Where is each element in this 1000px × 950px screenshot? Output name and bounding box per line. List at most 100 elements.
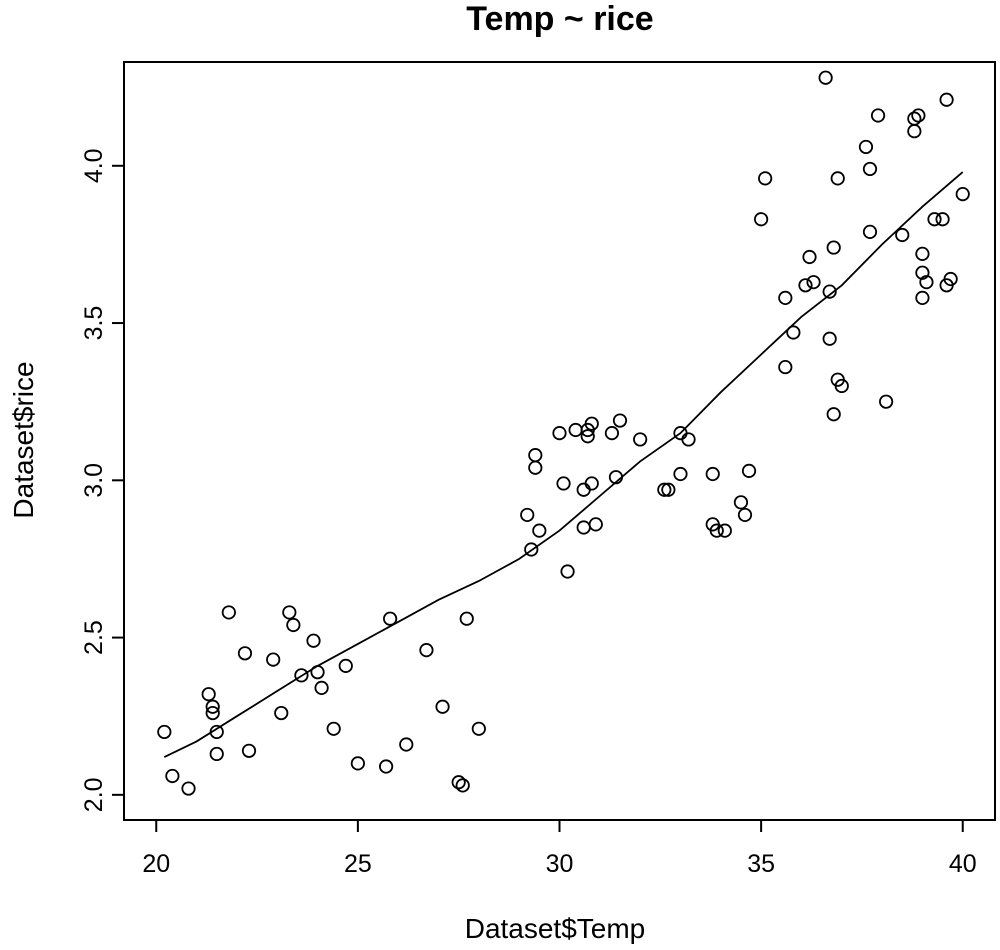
scatter-point xyxy=(326,721,341,736)
y-tick-label: 2.5 xyxy=(80,620,108,655)
x-tick-label: 20 xyxy=(142,850,170,878)
y-tick-label: 3.5 xyxy=(80,306,108,341)
scatter-point xyxy=(907,111,922,126)
x-tick-label: 40 xyxy=(949,850,977,878)
scatter-point xyxy=(201,687,216,702)
y-axis-title: Dataset$rice xyxy=(8,361,39,518)
scatter-point xyxy=(612,413,628,428)
scatter-point xyxy=(818,70,833,85)
x-axis-title: Dataset$Temp xyxy=(465,913,646,944)
scatter-point xyxy=(306,633,321,648)
scatter-point xyxy=(798,278,813,293)
scatter-point xyxy=(919,275,934,290)
scatter-point xyxy=(435,699,450,714)
scatter-point xyxy=(524,542,539,557)
scatter-point xyxy=(895,227,910,243)
scatter-point xyxy=(862,224,878,239)
scatter-point xyxy=(568,422,583,438)
scatter-point xyxy=(733,495,749,510)
scatter-point xyxy=(673,466,688,482)
scatter-point xyxy=(314,680,329,696)
scatter-points-layer xyxy=(157,70,970,796)
scatter-point xyxy=(915,246,930,261)
scatter-point xyxy=(286,617,301,633)
scatter-point xyxy=(383,611,398,626)
scatter-point xyxy=(633,432,648,447)
scatter-point xyxy=(705,466,720,482)
scatter-point xyxy=(528,448,543,463)
scatter-point xyxy=(826,240,841,255)
scatter-point xyxy=(826,407,841,422)
scatter-point xyxy=(221,605,236,620)
x-tick-label: 30 xyxy=(546,850,574,878)
scatter-point xyxy=(741,463,757,478)
scatter-point xyxy=(205,705,220,721)
scatter-point xyxy=(862,161,878,177)
scatter-point xyxy=(778,290,793,305)
scatter-point xyxy=(294,668,309,683)
scatter-point xyxy=(758,171,773,186)
scatter-point xyxy=(520,507,535,523)
scatter-point xyxy=(604,426,620,441)
scatter-point xyxy=(806,275,821,290)
scatter-point xyxy=(681,432,696,447)
scatter-point xyxy=(556,476,571,491)
scatter-point xyxy=(532,523,547,538)
scatter-point xyxy=(778,359,793,375)
scatter-point xyxy=(338,658,353,673)
scatter-point xyxy=(915,265,930,280)
scatter-point xyxy=(927,212,942,227)
scatter-point xyxy=(451,775,466,790)
scatter-point xyxy=(939,92,954,107)
y-tick-label: 3.0 xyxy=(80,463,108,498)
scatter-point xyxy=(802,249,817,265)
scatter-point xyxy=(943,271,958,287)
scatter-point xyxy=(205,699,220,714)
scatter-point xyxy=(274,705,289,721)
scatter-point xyxy=(528,460,543,475)
smooth-line-layer xyxy=(163,171,964,758)
scatter-point xyxy=(455,778,470,793)
scatter-point xyxy=(266,652,281,667)
smooth-trend-line xyxy=(163,171,964,758)
scatter-point xyxy=(754,212,769,227)
scatter-point xyxy=(709,523,724,538)
scatter-point xyxy=(588,517,603,532)
x-tick-label: 35 xyxy=(747,850,775,878)
scatter-point xyxy=(737,507,753,523)
scatter-point xyxy=(399,737,414,752)
scatter-point xyxy=(237,646,253,661)
chart-title: Temp ~ rice xyxy=(466,0,653,38)
scatter-point xyxy=(241,743,257,758)
scatter-point xyxy=(717,523,732,538)
scatter-point xyxy=(911,108,926,123)
plot-frame xyxy=(123,61,996,821)
scatter-point xyxy=(657,482,672,497)
y-tick-label: 4.0 xyxy=(80,148,108,183)
scatter-point xyxy=(822,284,837,299)
y-tick-label: 2.0 xyxy=(80,777,108,812)
scatter-point xyxy=(560,564,575,579)
scatter-point xyxy=(858,139,874,155)
scatter-point xyxy=(209,746,224,762)
scatter-point xyxy=(419,643,434,658)
scatter-point xyxy=(181,781,196,796)
scatter-point xyxy=(576,520,591,535)
scatter-point xyxy=(209,724,224,740)
scatter-point xyxy=(907,124,922,139)
scatter-point xyxy=(661,482,676,497)
scatter-point xyxy=(471,721,486,736)
scatter-point xyxy=(584,416,599,431)
scatter-point xyxy=(935,212,950,227)
scatter-point xyxy=(830,171,845,186)
scatter-point xyxy=(584,476,599,491)
scatter-point xyxy=(310,665,325,680)
y-axis: 2.0 2.5 3.0 3.5 4.0 xyxy=(80,148,125,812)
scatter-point xyxy=(576,482,591,497)
scatter-point xyxy=(834,378,849,394)
x-tick-label: 25 xyxy=(344,850,372,878)
scatter-point xyxy=(350,756,365,771)
scatter-point xyxy=(282,605,297,620)
scatter-point xyxy=(870,108,886,123)
